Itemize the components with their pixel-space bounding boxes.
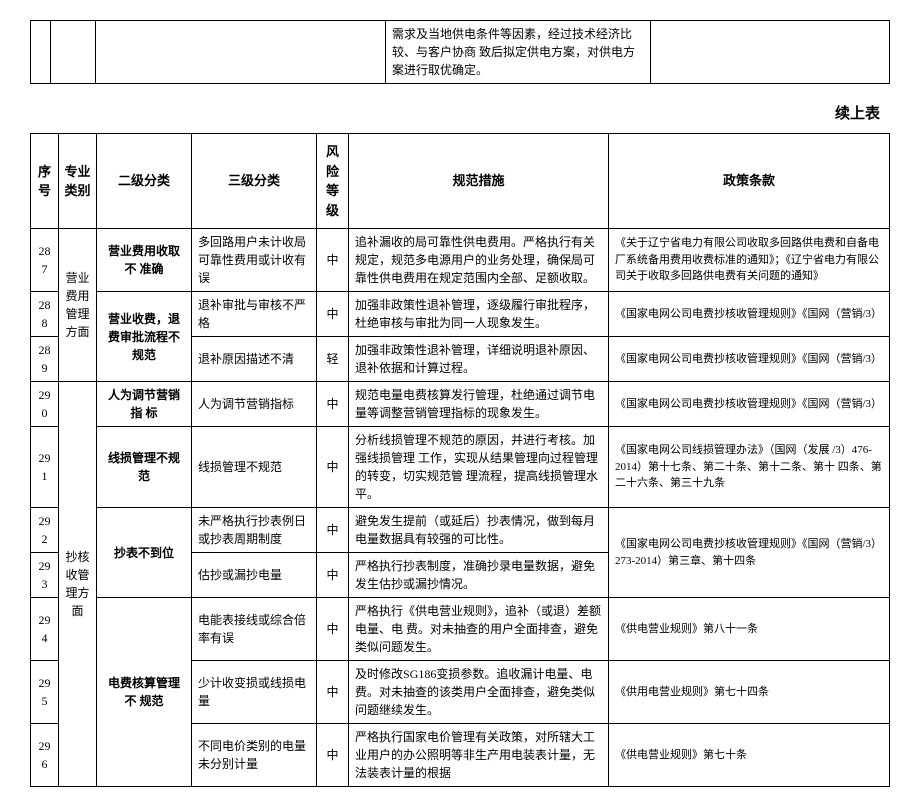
cell-level3: 估抄或漏抄电量 — [192, 553, 317, 598]
cell-measure: 规范电量电费核算发行管理，杜绝通过调节电量等调整营销管理指标的现象发生。 — [349, 382, 609, 427]
cell-level3: 退补原因描述不清 — [192, 337, 317, 382]
cell-seq: 289 — [31, 337, 59, 382]
frag-cell-empty3 — [96, 21, 386, 84]
cell-seq: 295 — [31, 661, 59, 724]
cell-seq: 287 — [31, 229, 59, 292]
cell-policy: 《国家电网公司电费抄核收管理规则》《国网（营销/3）273-2014）第三章、第… — [609, 508, 890, 598]
cell-risk: 中 — [317, 661, 349, 724]
cell-seq: 293 — [31, 553, 59, 598]
frag-cell-empty2 — [51, 21, 96, 84]
cell-measure: 加强非政策性退补管理，详细说明退补原因、退补依据和计算过程。 — [349, 337, 609, 382]
main-table: 序号 专业类别 二级分类 三级分类 风险等级 规范措施 政策条款 287 营业 … — [30, 133, 890, 787]
table-row: 294 电费核算管理不 规范 电能表接线或综合倍率有误 中 严格执行《供电营业规… — [31, 598, 890, 661]
cell-measure: 避免发生提前（或延后）抄表情况，做到每月电量数据具有较强的可比性。 — [349, 508, 609, 553]
frag-cell-empty1 — [31, 21, 51, 84]
header-risk: 风险等级 — [317, 134, 349, 229]
table-row: 291 线损管理不规范 线损管理不规范 中 分析线损管理不规范的原因，并进行考核… — [31, 427, 890, 508]
cell-category: 营业 费用 管理 方面 — [59, 229, 97, 382]
cell-risk: 轻 — [317, 337, 349, 382]
table-row: 290 抄核 收管 理方面 人为调节营销指 标 人为调节营销指标 中 规范电量电… — [31, 382, 890, 427]
cell-policy: 《国家电网公司电费抄核收管理规则》《国网（营销/3） — [609, 382, 890, 427]
cell-level3: 退补审批与审核不严格 — [192, 292, 317, 337]
cell-level2: 营业费用收取不 准确 — [97, 229, 192, 292]
cell-risk: 中 — [317, 427, 349, 508]
cell-level2: 营业收费，退费审批流程不规范 — [97, 292, 192, 382]
table-row: 292 抄表不到位 未严格执行抄表例日或抄表周期制度 中 避免发生提前（或延后）… — [31, 508, 890, 553]
cell-measure: 分析线损管理不规范的原因，并进行考核。加强线损管理 工作，实现从结果管理向过程管… — [349, 427, 609, 508]
cell-policy: 《国家电网公司线损管理办法》（国网（发展 /3）476-2014）第十七条、第二… — [609, 427, 890, 508]
cell-policy: 《供电营业规则》第八十一条 — [609, 598, 890, 661]
cell-risk: 中 — [317, 508, 349, 553]
header-level2: 二级分类 — [97, 134, 192, 229]
cell-seq: 291 — [31, 427, 59, 508]
cell-risk: 中 — [317, 382, 349, 427]
cell-level3: 人为调节营销指标 — [192, 382, 317, 427]
header-category: 专业类别 — [59, 134, 97, 229]
cell-risk: 中 — [317, 553, 349, 598]
header-row: 序号 专业类别 二级分类 三级分类 风险等级 规范措施 政策条款 — [31, 134, 890, 229]
cell-risk: 中 — [317, 598, 349, 661]
cell-level3: 线损管理不规范 — [192, 427, 317, 508]
continue-label: 续上表 — [30, 102, 880, 123]
cell-policy: 《国家电网公司电费抄核收管理规则》《国网（营销/3） — [609, 337, 890, 382]
cell-measure: 追补漏收的局可靠性供电费用。严格执行有关规定，规范多电源用户的业务处理，确保局可… — [349, 229, 609, 292]
cell-measure: 严格执行《供电营业规则》，追补（或退）差额电量、电 费。对未抽查的用户全面排查，… — [349, 598, 609, 661]
header-level3: 三级分类 — [192, 134, 317, 229]
cell-measure: 加强非政策性退补管理，逐级履行审批程序，杜绝审核与审批为同一人现象发生。 — [349, 292, 609, 337]
cell-level3: 电能表接线或综合倍率有误 — [192, 598, 317, 661]
cell-level3: 多回路用户未计收局可靠性费用或计收有误 — [192, 229, 317, 292]
frag-cell-empty4 — [651, 21, 890, 84]
cell-seq: 294 — [31, 598, 59, 661]
cell-level2: 人为调节营销指 标 — [97, 382, 192, 427]
cell-level3: 未严格执行抄表例日或抄表周期制度 — [192, 508, 317, 553]
frag-cell-text: 需求及当地供电条件等因素，经过技术经济比较、与客户协商 致后拟定供电方案，对供电… — [386, 21, 651, 84]
cell-level3: 少计收变损或线损电量 — [192, 661, 317, 724]
cell-measure: 严格执行国家电价管理有关政策，对所辖大工业用户的办公照明等非生产用电装表计量，无… — [349, 724, 609, 787]
cell-measure: 严格执行抄表制度，准确抄录电量数据，避免发生估抄或漏抄情况。 — [349, 553, 609, 598]
cell-risk: 中 — [317, 292, 349, 337]
cell-seq: 296 — [31, 724, 59, 787]
cell-level3: 不同电价类别的电量未分别计量 — [192, 724, 317, 787]
cell-seq: 290 — [31, 382, 59, 427]
cell-category: 抄核 收管 理方面 — [59, 382, 97, 787]
cell-policy: 《供用电营业规则》第七十四条 — [609, 661, 890, 724]
top-fragment-table: 需求及当地供电条件等因素，经过技术经济比较、与客户协商 致后拟定供电方案，对供电… — [30, 20, 890, 84]
cell-seq: 288 — [31, 292, 59, 337]
cell-level2: 抄表不到位 — [97, 508, 192, 598]
cell-measure: 及时修改SG186变损参数。追收漏计电量、电费。对未抽查的该类用户全面排查，避免… — [349, 661, 609, 724]
cell-policy: 《国家电网公司电费抄核收管理规则》《国网（营销/3） — [609, 292, 890, 337]
cell-risk: 中 — [317, 229, 349, 292]
cell-risk: 中 — [317, 724, 349, 787]
cell-level2: 线损管理不规范 — [97, 427, 192, 508]
cell-policy: 《供电营业规则》第七十条 — [609, 724, 890, 787]
table-row: 288 营业收费，退费审批流程不规范 退补审批与审核不严格 中 加强非政策性退补… — [31, 292, 890, 337]
cell-level2: 电费核算管理不 规范 — [97, 598, 192, 787]
cell-policy: 《关于辽宁省电力有限公司收取多回路供电费和自备电厂系统备用费用收费标准的通知》；… — [609, 229, 890, 292]
cell-seq: 292 — [31, 508, 59, 553]
header-policy: 政策条款 — [609, 134, 890, 229]
table-row: 287 营业 费用 管理 方面 营业费用收取不 准确 多回路用户未计收局可靠性费… — [31, 229, 890, 292]
header-measure: 规范措施 — [349, 134, 609, 229]
header-seq: 序号 — [31, 134, 59, 229]
